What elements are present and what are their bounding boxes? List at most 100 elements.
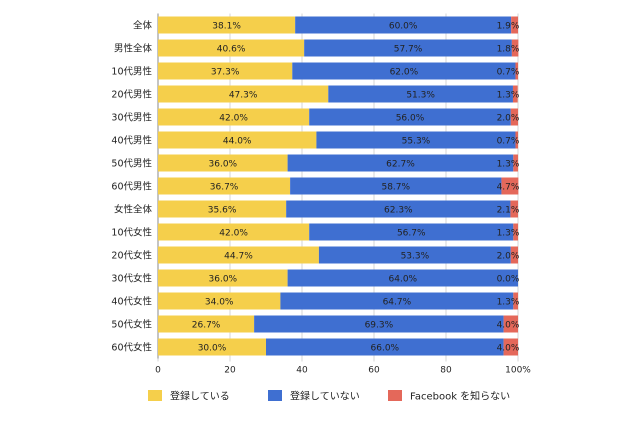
category-label: 男性全体	[114, 43, 153, 55]
data-label: 37.3%	[211, 68, 240, 78]
data-label: 62.0%	[390, 68, 419, 78]
category-label: 40代女性	[111, 296, 152, 308]
data-label: 62.7%	[386, 160, 415, 170]
bar-segment	[295, 16, 512, 34]
category-label: 20代男性	[111, 89, 152, 101]
data-label: 1.3%	[497, 160, 520, 170]
bar-segment	[158, 269, 288, 287]
bar-segment	[290, 177, 502, 195]
bar-segment	[511, 39, 519, 57]
bar-segment	[511, 16, 518, 34]
category-label: 20代女性	[111, 250, 152, 262]
legend-label: 登録している	[170, 390, 230, 403]
bar-segment	[158, 338, 266, 356]
legend-swatch	[268, 390, 282, 401]
data-label: 57.7%	[394, 45, 423, 55]
data-label: 64.0%	[389, 275, 418, 285]
data-label: 4.0%	[497, 321, 520, 331]
legend-label: Facebook を知らない	[410, 390, 510, 403]
x-tick-label: 40	[296, 366, 308, 376]
data-label: 26.7%	[192, 321, 221, 331]
bar-segment	[158, 154, 288, 172]
bar-segment	[158, 131, 317, 149]
bar-segment	[158, 62, 293, 80]
data-label: 51.3%	[406, 91, 435, 101]
bar-segment	[510, 246, 518, 264]
x-tick-label: 20	[224, 366, 236, 376]
bar-segment	[515, 131, 518, 149]
data-label: 40.6%	[217, 45, 246, 55]
data-label: 1.3%	[497, 91, 520, 101]
data-label: 42.0%	[219, 114, 248, 124]
data-label: 60.0%	[389, 22, 418, 32]
data-label: 44.0%	[223, 137, 252, 147]
bar-segment	[158, 292, 281, 310]
data-label: 1.3%	[497, 229, 520, 239]
bar-segment	[158, 246, 319, 264]
data-label: 2.0%	[497, 252, 520, 262]
category-label: 40代男性	[111, 135, 152, 147]
data-label: 36.0%	[209, 160, 238, 170]
data-label: 4.7%	[497, 183, 520, 193]
category-label: 10代女性	[111, 227, 152, 239]
bar-segment	[304, 39, 512, 57]
data-label: 56.0%	[396, 114, 425, 124]
data-label: 34.0%	[205, 298, 234, 308]
category-label: 50代女性	[111, 319, 152, 331]
data-label: 0.7%	[497, 68, 520, 78]
bar-segment	[266, 338, 504, 356]
data-label: 2.1%	[497, 206, 520, 216]
bar-segment	[316, 131, 516, 149]
data-label: 53.3%	[401, 252, 430, 262]
legend-label: 登録していない	[290, 390, 360, 403]
bar-segment	[503, 338, 518, 356]
bar-segment	[280, 292, 514, 310]
bar-segment	[513, 223, 518, 241]
data-label: 0.7%	[497, 137, 520, 147]
bar-segment	[328, 85, 513, 103]
bar-segment	[309, 223, 514, 241]
category-label: 60代男性	[111, 181, 152, 193]
data-label: 42.0%	[219, 229, 248, 239]
bar-segment	[158, 223, 310, 241]
data-label: 35.6%	[208, 206, 237, 216]
bar-segment	[503, 315, 518, 333]
data-label: 1.9%	[497, 22, 520, 32]
category-label: 50代男性	[111, 158, 152, 170]
bar-segment	[158, 16, 296, 34]
data-label: 36.0%	[209, 275, 238, 285]
bar-segment	[158, 108, 310, 126]
data-label: 1.3%	[497, 298, 520, 308]
bar-segment	[158, 39, 305, 57]
data-label: 1.8%	[497, 45, 520, 55]
bar-segment	[513, 154, 518, 172]
category-label: 30代男性	[111, 112, 152, 124]
bar-segment	[158, 200, 287, 218]
data-label: 36.7%	[210, 183, 239, 193]
bar-segment	[254, 315, 504, 333]
x-tick-label: 60	[368, 366, 380, 376]
data-label: 56.7%	[397, 229, 426, 239]
bar-segment	[287, 269, 518, 287]
bar-segment	[318, 246, 511, 264]
data-label: 30.0%	[198, 344, 227, 354]
x-tick-label: 100%	[505, 366, 531, 376]
data-label: 58.7%	[381, 183, 410, 193]
category-label: 10代男性	[111, 66, 152, 78]
bar-segment	[286, 200, 511, 218]
data-label: 2.0%	[497, 114, 520, 124]
data-label: 0.0%	[497, 275, 520, 285]
category-label: 女性全体	[114, 204, 153, 216]
bar-segment	[287, 154, 514, 172]
data-label: 62.3%	[384, 206, 413, 216]
data-label: 69.3%	[365, 321, 394, 331]
data-label: 66.0%	[371, 344, 400, 354]
x-tick-label: 0	[155, 366, 161, 376]
bar-segment	[515, 62, 518, 80]
data-label: 38.1%	[212, 22, 241, 32]
bar-segment	[158, 85, 329, 103]
data-label: 44.7%	[224, 252, 253, 262]
bar-segment	[292, 62, 516, 80]
data-label: 64.7%	[383, 298, 412, 308]
bar-segment	[510, 108, 518, 126]
